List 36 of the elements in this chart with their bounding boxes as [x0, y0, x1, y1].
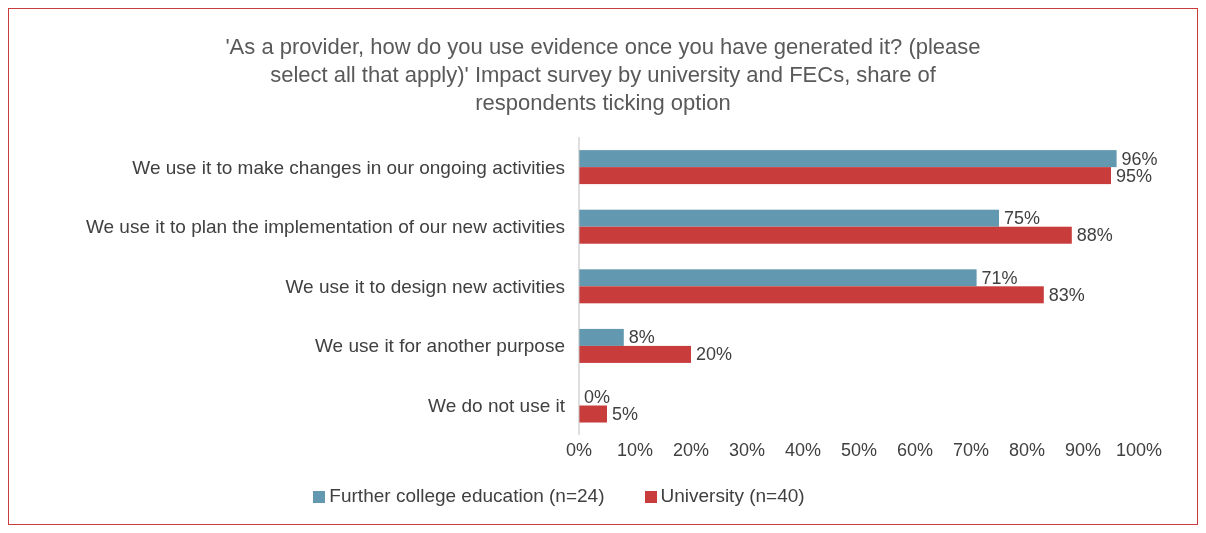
legend-label: University (n=40) [660, 485, 805, 506]
bar [579, 286, 1044, 304]
bar [579, 405, 607, 423]
x-tick-label: 90% [1064, 439, 1102, 460]
data-label: 0% [584, 387, 611, 408]
x-tick-label: 30% [728, 439, 766, 460]
bar [579, 269, 977, 287]
x-tick-label: 80% [1008, 439, 1046, 460]
data-label: 8% [628, 327, 655, 348]
y-tick-label: We use it for another purpose [315, 335, 565, 357]
bar [579, 167, 1111, 185]
chart-title: 'As a provider, how do you use evidence once you have generated it? (please select all that apply)' Impact survey by university and FECs, share of respondents ticking option [224, 33, 982, 117]
bar [579, 226, 1072, 244]
y-tick-label: We use it to plan the implementation of our new activities [85, 216, 565, 238]
x-tick-label: 60% [896, 439, 934, 460]
x-tick-label: 0% [565, 439, 593, 460]
bar [579, 345, 691, 363]
legend-label: Further college education (n=24) [329, 485, 605, 506]
x-tick-label: 40% [784, 439, 822, 460]
data-label: 83% [1048, 284, 1085, 305]
y-tick-label: We use it to make changes in our ongoing activities [132, 156, 565, 178]
y-tick-label: We do not use it [428, 394, 566, 416]
bar [579, 209, 999, 227]
data-label: 20% [696, 344, 733, 365]
data-label: 88% [1076, 225, 1113, 246]
y-tick-label: We use it to design new activities [285, 275, 565, 297]
data-label: 71% [981, 267, 1018, 288]
x-tick-label: 70% [952, 439, 990, 460]
data-label: 5% [612, 404, 639, 425]
x-tick-label: 20% [672, 439, 710, 460]
x-tick-label: 50% [840, 439, 878, 460]
bar [579, 150, 1117, 168]
bar [579, 328, 624, 346]
data-label: 75% [1004, 208, 1041, 229]
x-tick-label: 10% [616, 439, 654, 460]
x-tick-label: 100% [1115, 439, 1163, 460]
